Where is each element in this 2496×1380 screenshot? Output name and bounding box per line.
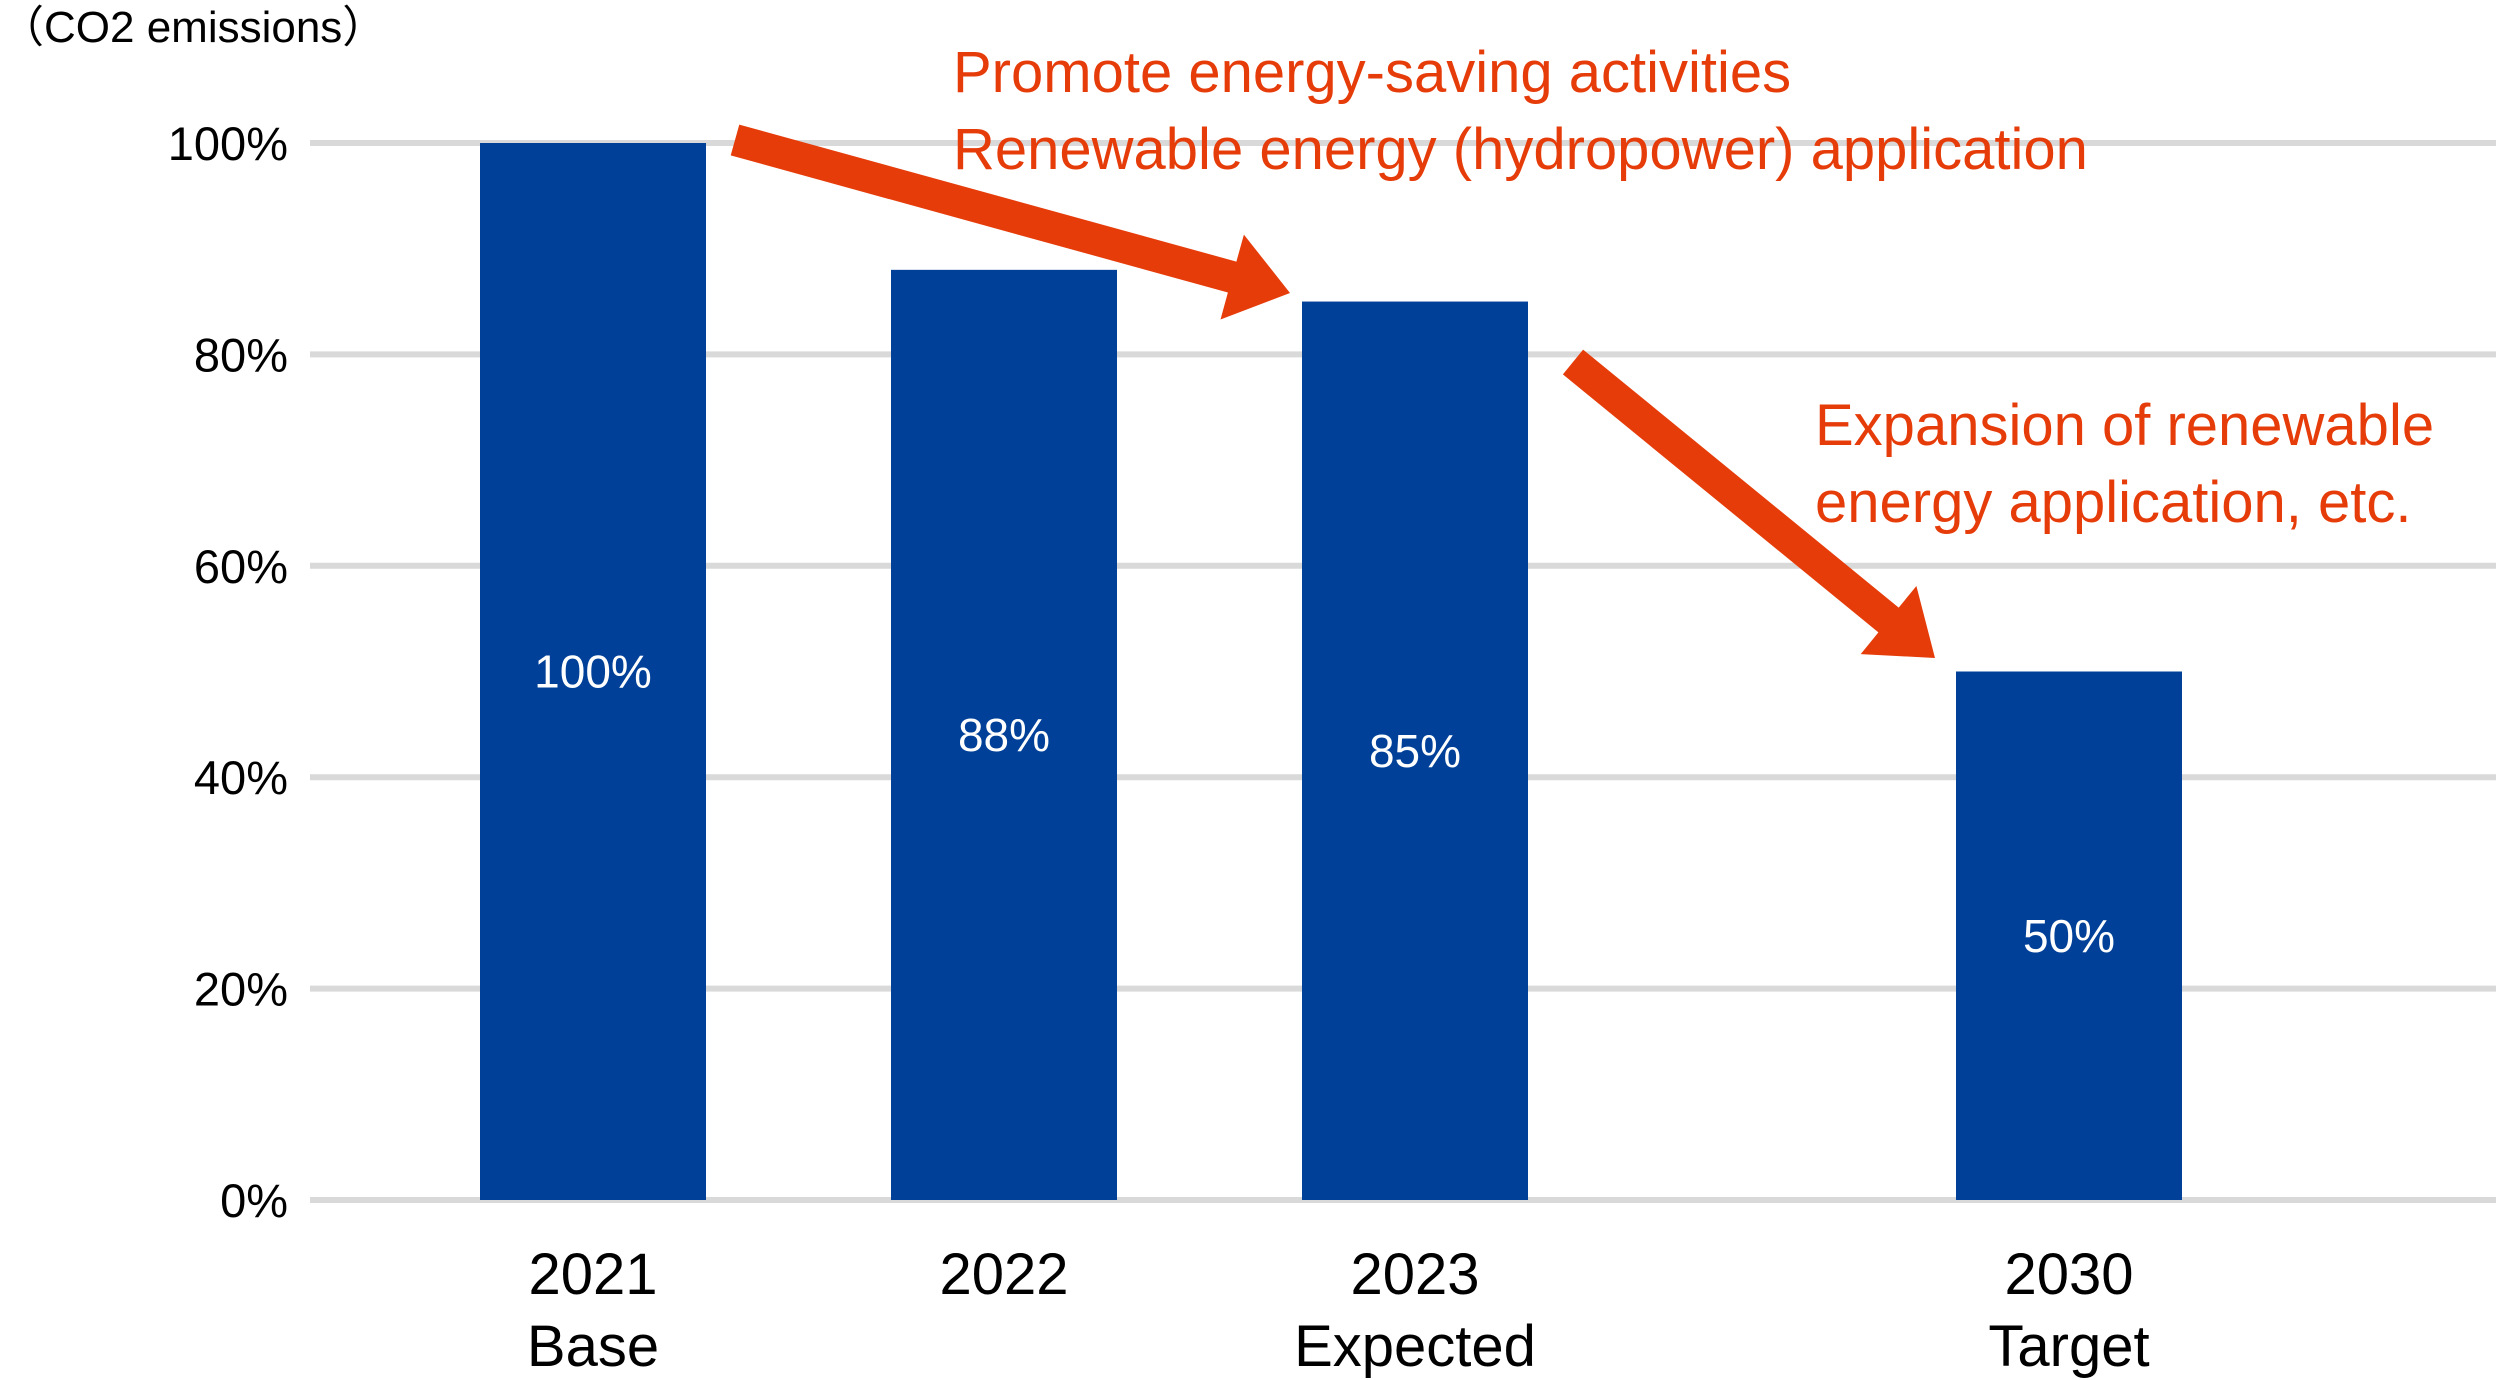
y-tick-label: 40% [194, 751, 288, 804]
annotation-line: energy application, etc. [1815, 470, 2411, 535]
arrow-to-2023 [730, 124, 1290, 320]
trend-arrows [730, 124, 1935, 658]
bar-data-label: 88% [958, 709, 1050, 761]
y-tick-label: 0% [220, 1174, 288, 1227]
bar-2023 [1302, 301, 1528, 1200]
bar-2022 [891, 269, 1117, 1201]
bar-data-label: 50% [2023, 910, 2115, 962]
x-tick-subtitle: Expected [1294, 1314, 1536, 1379]
y-axis-title: （CO2 emissions） [0, 3, 386, 52]
y-tick-label: 20% [194, 963, 288, 1016]
y-tick-label: 80% [194, 328, 288, 381]
x-tick-year: 2021 [528, 1242, 657, 1307]
bar-2030 [1956, 671, 2182, 1200]
bar-data-label: 85% [1369, 725, 1461, 777]
arrow-to-2030 [1562, 349, 1935, 658]
bar-data-label: 100% [534, 646, 652, 698]
annotation-line: Renewable energy (hydropower) applicatio… [953, 117, 2088, 182]
x-tick-subtitle: Target [1988, 1314, 2149, 1379]
x-axis-labels: 2021 Base 2022 2023 Expected 2030 Target [527, 1242, 2150, 1379]
x-tick-year: 2023 [1350, 1242, 1479, 1307]
x-tick-subtitle: Base [527, 1314, 659, 1379]
y-tick-label: 60% [194, 540, 288, 593]
bars: 100% 88% 85% 50% [480, 143, 2182, 1201]
annotation-line: Promote energy-saving activities [953, 40, 1791, 105]
y-tick-label: 100% [168, 117, 288, 170]
annotation-line: Expansion of renewable [1815, 393, 2434, 458]
annotations: Promote energy-saving activities Renewabl… [953, 40, 2434, 535]
x-tick-year: 2022 [939, 1242, 1068, 1307]
x-tick-year: 2030 [2004, 1242, 2133, 1307]
bar-2021 [480, 143, 706, 1200]
y-axis-ticks: 0% 20% 40% 60% 80% 100% [168, 117, 288, 1227]
